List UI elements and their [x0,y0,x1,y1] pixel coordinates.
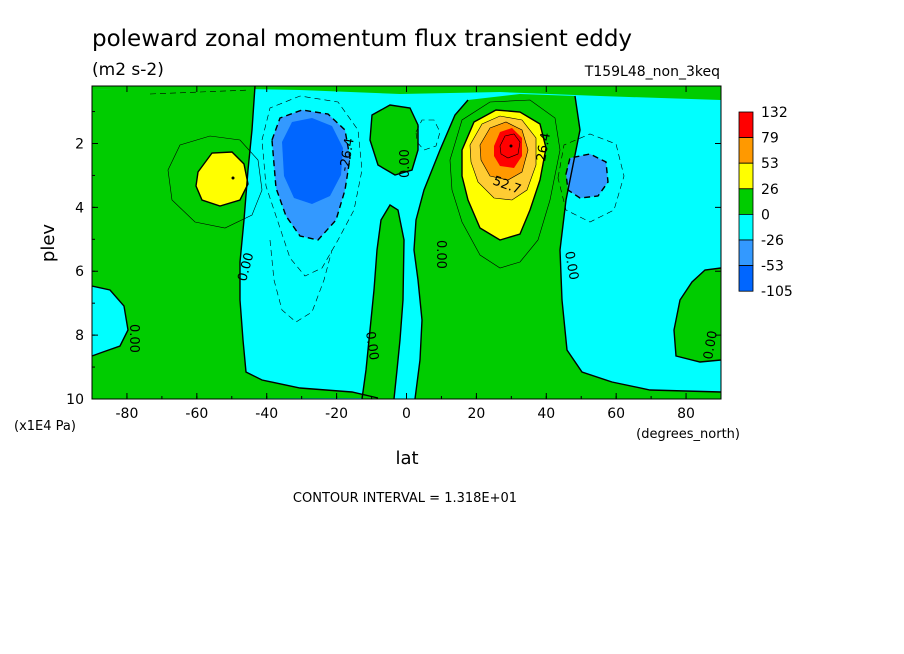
colorbar-label: -53 [761,259,784,275]
x-axis-label: lat [395,448,418,469]
contour-label: 0.00 [235,251,257,283]
colorbar-label: 53 [761,156,779,172]
y-tick-label: 10 [66,392,84,408]
field-left-positive [92,86,378,399]
colorbar-swatch [738,162,754,190]
x-tick-label: 0 [402,406,411,422]
colorbar-swatch [738,137,754,164]
field-upper-central-positive [370,105,418,175]
colorbar-label: 26 [761,182,779,198]
y-units: (x1E4 Pa) [14,419,76,434]
colorbar-swatch [738,188,754,215]
x-tick-label: -40 [255,406,278,422]
y-tick-label: 6 [75,264,84,280]
x-tick-label: -20 [325,406,348,422]
field-sh-jet-max [196,152,248,206]
colorbar-swatch [738,265,754,292]
colorbar-swatch [738,213,754,241]
field-nh-jet-132 [494,128,522,168]
contour-label: 0.00 [701,330,721,361]
x-tick-label: 60 [607,406,625,422]
x-units: (degrees_north) [636,427,740,442]
colorbar-label: 132 [761,105,788,121]
y-tick-label: 4 [75,200,84,216]
colorbar-swatch [738,239,754,267]
contour-label: 0.00 [362,330,381,361]
contour-label: -26.4 [337,137,358,173]
contour-label: 0.00 [126,324,141,353]
contour-interval: CONTOUR INTERVAL = 1.318E+01 [293,491,517,506]
contour-label: 0.00 [433,240,448,269]
x-tick-label: -60 [185,406,208,422]
colorbar-label: -105 [761,284,793,300]
x-tick-label: 40 [537,406,555,422]
y-axis-label: plev [38,224,59,263]
y-tick-label: 8 [75,328,84,344]
y-axis: 2 4 6 8 10 [66,111,721,408]
field-nh-negative [566,154,608,198]
contour-label: 26.4 [534,132,554,163]
colorbar-label: 79 [761,131,779,147]
colorbar-swatch [738,111,754,139]
chart-units: (m2 s-2) [92,60,164,80]
chart-title: poleward zonal momentum flux transient e… [92,26,632,52]
field-sh-negative-105 [282,118,343,204]
x-tick-label: 20 [467,406,485,422]
max-marker [231,176,235,180]
colorbar: 132 79 53 26 0 -26 -53 -105 [738,105,793,300]
x-axis: -80 -60 -40 -20 0 20 40 60 80 [91,86,722,422]
colorbar-label: -26 [761,233,784,249]
extrema-markers [231,144,513,180]
colorbar-label: 0 [761,207,770,223]
field-central-positive [362,205,404,399]
x-tick-label: 80 [677,406,695,422]
y-tick-label: 2 [75,136,84,152]
contour-label: 0.00 [398,149,413,178]
run-label: T159L48_non_3keq [584,64,720,80]
field-top-strip [92,86,721,100]
max-marker [509,144,513,148]
contour-label: 0.00 [561,250,581,281]
x-tick-label: -80 [116,406,139,422]
plot-area [92,86,721,399]
